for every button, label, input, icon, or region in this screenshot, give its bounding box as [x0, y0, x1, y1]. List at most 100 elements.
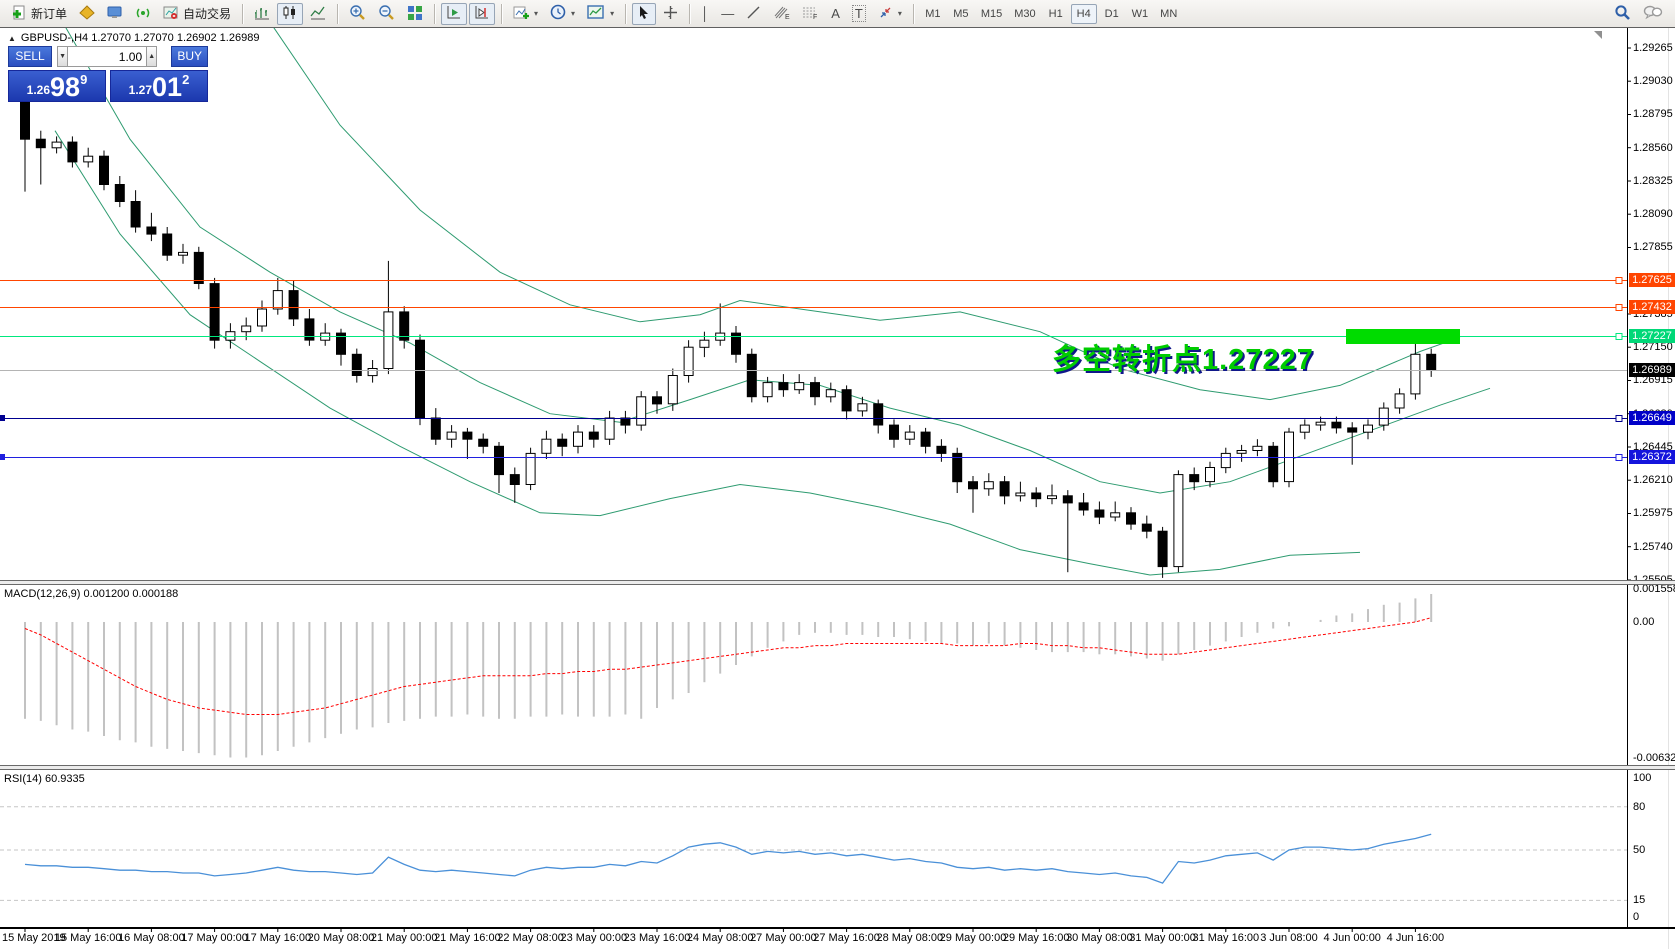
- hline-handle[interactable]: [1615, 454, 1623, 461]
- dropdown-arrow-icon: ▾: [534, 9, 539, 18]
- buy-button[interactable]: BUY: [171, 46, 209, 67]
- rsi-line: [24, 833, 1432, 884]
- timeframe-button-M5[interactable]: M5: [948, 4, 974, 24]
- time-axis-label: 17 May 00:00: [181, 932, 248, 944]
- price-line-label: 1.27625: [1629, 273, 1675, 288]
- candle-body: [209, 283, 220, 341]
- timeframe-button-H1[interactable]: H1: [1043, 4, 1069, 24]
- candle-body: [1268, 445, 1279, 483]
- hline-handle[interactable]: [1615, 304, 1623, 311]
- chart-shift-marker[interactable]: [1594, 31, 1602, 39]
- time-axis-label: 29 May 16:00: [1002, 932, 1070, 944]
- sell-price-small: 1.26: [26, 83, 51, 97]
- periods-button[interactable]: ▾: [545, 3, 580, 25]
- hline-handle[interactable]: [1615, 415, 1623, 422]
- horizontal-line-button[interactable]: —: [716, 3, 739, 25]
- volume-decrease-button[interactable]: ▼: [57, 46, 69, 67]
- text-button[interactable]: A: [826, 3, 845, 25]
- community-chat-icon: [1643, 4, 1663, 23]
- zoom-in-button[interactable]: [344, 3, 371, 25]
- crosshair-button[interactable]: [658, 3, 683, 25]
- timeframe-button-M15[interactable]: M15: [976, 4, 1007, 24]
- autotrading-icon: [163, 5, 179, 23]
- virtual-hosting-button[interactable]: [102, 3, 128, 25]
- hline-left-handle[interactable]: [0, 454, 5, 460]
- timeframe-button-H4[interactable]: H4: [1070, 3, 1097, 24]
- candle-body: [873, 403, 884, 426]
- timeframe-button-MN[interactable]: MN: [1155, 4, 1182, 24]
- candle-body: [841, 389, 852, 412]
- metaeditor-button[interactable]: [74, 3, 100, 25]
- arrows-button[interactable]: ▾: [873, 3, 907, 25]
- chart-title: GBPUSD-,H4 1.27070 1.27070 1.26902 1.269…: [20, 32, 260, 44]
- signals-button[interactable]: [130, 3, 156, 25]
- sell-quote-button[interactable]: 1.26 98 9: [8, 70, 106, 102]
- volume-increase-button[interactable]: ▲: [146, 46, 158, 67]
- timeframe-button-D1[interactable]: D1: [1099, 4, 1125, 24]
- price-axis-tick: 1.26445: [1633, 440, 1673, 453]
- crosshair-icon: [663, 5, 678, 23]
- equidistant-channel-button[interactable]: E: [768, 3, 795, 25]
- trendline-button[interactable]: [741, 3, 766, 25]
- line-chart-button[interactable]: [305, 3, 331, 25]
- pane-splitter[interactable]: [0, 580, 1675, 585]
- dropdown-arrow-icon: ▾: [610, 9, 615, 18]
- autotrading-button[interactable]: 自动交易: [158, 3, 236, 25]
- band-middle: [59, 17, 1491, 494]
- new-order-button[interactable]: 新订单: [7, 3, 72, 25]
- hline-handle[interactable]: [1615, 333, 1623, 340]
- highlight-bar[interactable]: [1346, 329, 1460, 345]
- auto-scroll-button[interactable]: [441, 2, 468, 25]
- volume-input[interactable]: [68, 46, 147, 67]
- collapse-panel-arrow-icon[interactable]: ▲: [8, 33, 16, 43]
- price-axis-tick: 1.26915: [1633, 374, 1673, 387]
- time-axis-label: 15 May 16:00: [54, 932, 122, 944]
- timeframe-button-M30[interactable]: M30: [1009, 4, 1040, 24]
- time-axis-label: 4 Jun 00:00: [1323, 932, 1381, 944]
- candle-body: [683, 346, 694, 377]
- candle-body: [446, 431, 457, 440]
- buy-quote-button[interactable]: 1.27 01 2: [110, 70, 208, 102]
- cursor-button[interactable]: [632, 2, 657, 25]
- bar-chart-button[interactable]: [249, 3, 275, 25]
- rsi-axis-80: 80: [1633, 800, 1646, 813]
- vertical-line-button[interactable]: │: [696, 3, 714, 25]
- templates-button[interactable]: ▾: [582, 3, 619, 25]
- zoom-out-button[interactable]: [373, 3, 400, 25]
- text-label-button[interactable]: T: [847, 3, 871, 25]
- chart-shift-button[interactable]: [469, 2, 496, 25]
- candlestick-chart-icon: [282, 5, 298, 23]
- timeframe-button-M1[interactable]: M1: [920, 4, 946, 24]
- candle-body: [130, 201, 141, 228]
- candle-body: [1157, 530, 1168, 568]
- search-button[interactable]: [1609, 3, 1636, 25]
- candlestick-chart-button[interactable]: [277, 2, 304, 25]
- pane-splitter[interactable]: [0, 765, 1675, 770]
- time-axis-label: 23 May 00:00: [560, 932, 628, 944]
- rsi-axis-50: 50: [1633, 844, 1646, 856]
- fibonacci-button[interactable]: F: [797, 3, 824, 25]
- toolbar-separator: [242, 3, 244, 24]
- candle-body: [699, 339, 710, 348]
- tile-windows-button[interactable]: [402, 3, 428, 25]
- price-axis-tick: 1.28560: [1633, 141, 1673, 154]
- candle-body: [731, 332, 741, 355]
- timeframe-button-W1[interactable]: W1: [1127, 4, 1154, 24]
- candle-body: [351, 353, 362, 376]
- hline-left-handle[interactable]: [0, 415, 5, 421]
- sell-button[interactable]: SELL: [8, 46, 53, 67]
- time-axis-label: 3 Jun 08:00: [1260, 932, 1318, 944]
- community-button[interactable]: [1638, 3, 1668, 25]
- candle-body: [794, 382, 805, 391]
- hline-handle[interactable]: [1615, 277, 1623, 284]
- annotation-text[interactable]: 多空转折点1.27227: [1052, 344, 1314, 376]
- chart-shift-icon: [474, 5, 490, 23]
- time-axis-label: 31 May 16:00: [1192, 932, 1260, 944]
- indicators-button[interactable]: ▾: [508, 3, 543, 25]
- channel-glyph: E: [785, 14, 790, 20]
- price-axis-tick: 1.25975: [1633, 507, 1673, 520]
- price-axis-tick: 1.27150: [1633, 341, 1673, 354]
- rsi-axis-0: 0: [1633, 911, 1640, 923]
- candle-body: [1173, 474, 1184, 568]
